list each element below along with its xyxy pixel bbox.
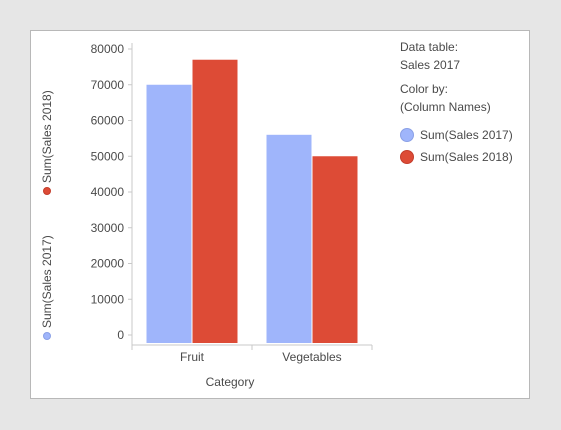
legend-label-2017: Sum(Sales 2017) [420, 128, 513, 142]
bar-fruit-2017[interactable] [146, 84, 192, 343]
data-table-value[interactable]: Sales 2017 [400, 58, 461, 72]
color-by-label: Color by: [400, 82, 449, 96]
bar-fruit-2018[interactable] [192, 59, 238, 343]
bars[interactable] [146, 59, 358, 343]
y-tick-labels: 0 10000 20000 30000 40000 50000 60000 70000 8000… [91, 42, 125, 342]
bar-chart[interactable]: Sum(Sales 2017) Sum(Sales 2018) 0 10000 200… [31, 31, 531, 400]
y-axis-selector-2017[interactable]: Sum(Sales 2017) [40, 235, 54, 340]
y-tick-label: 0 [117, 328, 124, 342]
color-by-value[interactable]: (Column Names) [400, 100, 491, 114]
bar-vegetables-2018[interactable] [312, 156, 358, 343]
x-tick-label-vegetables: Vegetables [282, 350, 341, 364]
y-tick-label: 10000 [91, 292, 125, 306]
x-axis-label[interactable]: Category [206, 375, 255, 389]
legend-swatch-2018 [400, 150, 414, 164]
y-axis-selector-2018[interactable]: Sum(Sales 2018) [40, 90, 54, 195]
y-tick-label: 50000 [91, 149, 125, 163]
y-tick-label: 20000 [91, 257, 125, 271]
y-tick-label: 40000 [91, 185, 125, 199]
y-tick-label: 70000 [91, 78, 125, 92]
y-axis-selectors[interactable]: Sum(Sales 2017) Sum(Sales 2018) [40, 90, 54, 340]
chart-panel: Sum(Sales 2017) Sum(Sales 2018) 0 10000 200… [30, 30, 530, 399]
legend-label-2018: Sum(Sales 2018) [420, 150, 513, 164]
data-table-label: Data table: [400, 40, 459, 54]
bar-vegetables-2017[interactable] [266, 134, 312, 343]
legend-entry-2018[interactable]: Sum(Sales 2018) [400, 146, 513, 168]
y-axis-selector-label: Sum(Sales 2018) [40, 90, 54, 183]
y-tick-label: 30000 [91, 221, 125, 235]
legend-swatch-2017 [400, 128, 414, 142]
x-tick-labels: Fruit Vegetables [180, 350, 342, 364]
legend: Data table: Sales 2017 Color by: (Column… [400, 38, 513, 174]
y-tick-label: 60000 [91, 114, 125, 128]
y-axis-selector-label: Sum(Sales 2017) [40, 235, 54, 328]
axes [128, 43, 373, 350]
y-axis-selector-dot [43, 187, 51, 195]
y-tick-label: 80000 [91, 42, 125, 56]
x-tick-label-fruit: Fruit [180, 350, 205, 364]
legend-entry-2017[interactable]: Sum(Sales 2017) [400, 124, 513, 146]
y-axis-selector-dot [43, 332, 51, 340]
